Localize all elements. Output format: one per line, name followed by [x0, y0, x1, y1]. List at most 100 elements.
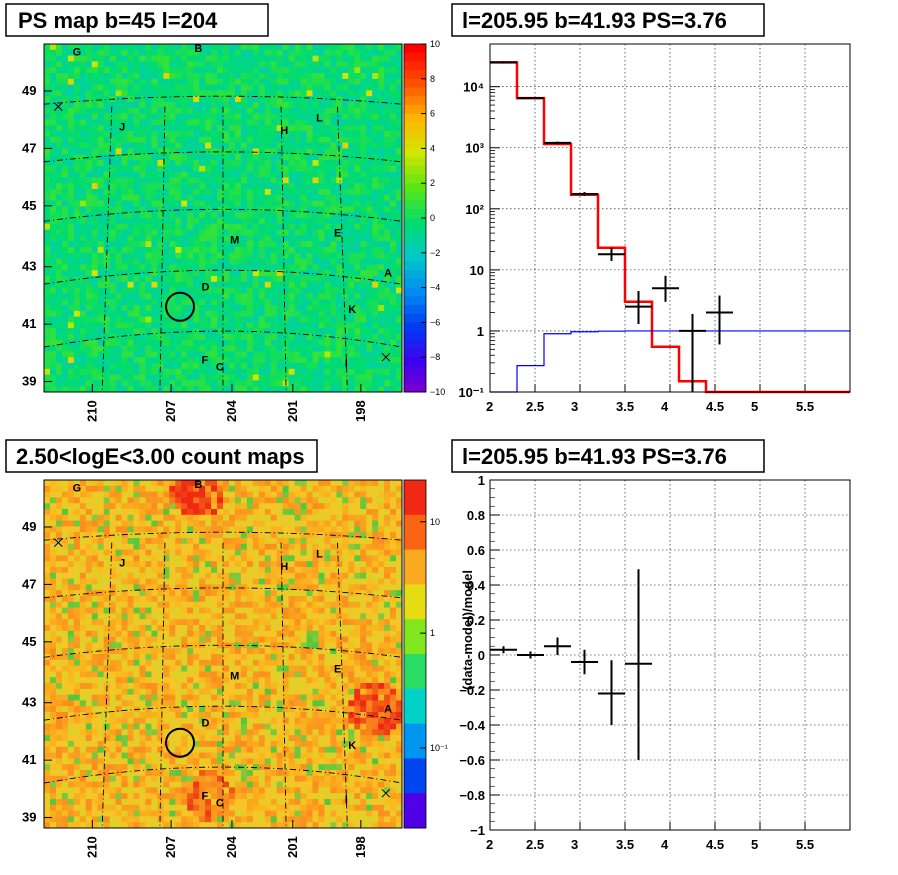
counts-cell — [127, 654, 134, 661]
counts-cell — [151, 572, 158, 579]
psmap-cell — [348, 386, 355, 393]
psmap-cell — [169, 107, 176, 114]
psmap-colorbar-band — [404, 365, 426, 376]
psmap-cell — [139, 218, 146, 225]
counts-cell — [85, 572, 93, 579]
psmap-cell — [270, 125, 278, 132]
counts-cell — [103, 607, 111, 614]
psmap-cell — [61, 171, 69, 178]
psmap-cell — [324, 334, 331, 341]
psmap-cell — [85, 131, 93, 138]
psmap-cell — [103, 264, 111, 271]
counts-cell — [121, 752, 128, 759]
psmap-cell — [282, 281, 290, 288]
psmap-cell — [258, 345, 266, 352]
counts-cell — [91, 503, 99, 510]
counts-cell — [145, 787, 152, 794]
psmap-cell — [49, 160, 57, 167]
counts-cell — [157, 497, 164, 504]
psmap-cell — [55, 44, 63, 51]
psmap-cell — [199, 264, 206, 271]
psmap-cell — [318, 189, 325, 196]
psmap-cell — [294, 316, 301, 323]
psmap-cell — [151, 90, 158, 97]
psmap-cell — [384, 299, 391, 306]
counts-cell — [73, 578, 81, 585]
psmap-cell — [300, 357, 307, 364]
psmap-cell — [276, 119, 284, 126]
psmap-colorbar-band — [404, 226, 426, 236]
psmap-cell — [312, 223, 319, 230]
psmap-cell — [324, 281, 331, 288]
psmap-cell — [318, 281, 325, 288]
psmap-cell — [360, 235, 367, 242]
psmap-cell — [49, 235, 57, 242]
psmap-cell — [217, 49, 224, 56]
counts-cell — [121, 503, 128, 510]
counts-cell — [133, 758, 140, 765]
psmap-cell — [294, 380, 301, 387]
counts-cell — [145, 752, 152, 759]
psmap-cell — [228, 125, 236, 132]
counts-cell — [115, 636, 122, 643]
counts-cell — [121, 816, 128, 823]
counts-cell — [133, 613, 140, 620]
psmap-cell — [139, 154, 146, 161]
counts-cell — [151, 590, 158, 597]
psmap-cell — [181, 160, 188, 167]
counts-cell — [73, 584, 81, 591]
counts-cell — [73, 555, 81, 562]
psmap-cell — [360, 218, 367, 225]
psmap-cell — [67, 165, 75, 172]
psmap-cell — [211, 380, 218, 387]
psmap-cell — [199, 345, 206, 352]
psmap-cell — [282, 258, 290, 265]
psmap-cell — [91, 125, 99, 132]
psmap-cell — [360, 229, 367, 236]
psmap-cell — [270, 252, 278, 259]
psmap-cell — [324, 131, 331, 138]
psmap-cell — [258, 142, 266, 149]
psmap-cell — [330, 189, 337, 196]
counts-cell — [121, 497, 128, 504]
psmap-colorbar-band — [404, 339, 426, 349]
psmap-cell — [378, 276, 385, 283]
counts-cell — [139, 706, 146, 713]
psmap-cell — [378, 67, 385, 74]
counts-cell — [127, 723, 134, 730]
counts-cell — [157, 648, 164, 655]
psmap-cell — [264, 380, 272, 387]
counts-cell — [139, 514, 146, 521]
psmap-cell — [193, 160, 200, 167]
psmap-cell — [294, 299, 301, 306]
psmap-cell — [360, 287, 367, 294]
psmap-cell — [264, 67, 272, 74]
psmap-cell — [294, 212, 301, 219]
psmap-cell — [199, 258, 206, 265]
psmap-cell — [44, 125, 51, 132]
psmap-cell — [145, 305, 152, 312]
psmap-cell — [240, 78, 248, 85]
counts-cell — [97, 677, 105, 684]
psmap-cell — [324, 84, 331, 91]
psmap-cell — [270, 322, 278, 329]
psmap-cell — [228, 264, 236, 271]
psmap-cell — [145, 113, 152, 120]
counts-cell — [91, 491, 99, 498]
psmap-cell — [330, 84, 337, 91]
psmap-cell — [211, 357, 218, 364]
psmap-cell — [270, 119, 278, 126]
psmap-cell — [85, 49, 93, 56]
counts-cell — [145, 746, 152, 753]
psmap-cell — [205, 299, 212, 306]
psmap-cell — [366, 357, 373, 364]
psmap-cell — [252, 287, 260, 294]
psmap-cell — [324, 171, 331, 178]
psmap-cell — [246, 316, 254, 323]
counts-cell — [157, 694, 164, 701]
counts-cell — [91, 735, 99, 742]
counts-cell — [133, 509, 140, 516]
counts-cell — [121, 485, 128, 492]
psmap-cell — [342, 206, 349, 213]
psmap-cell — [55, 345, 63, 352]
